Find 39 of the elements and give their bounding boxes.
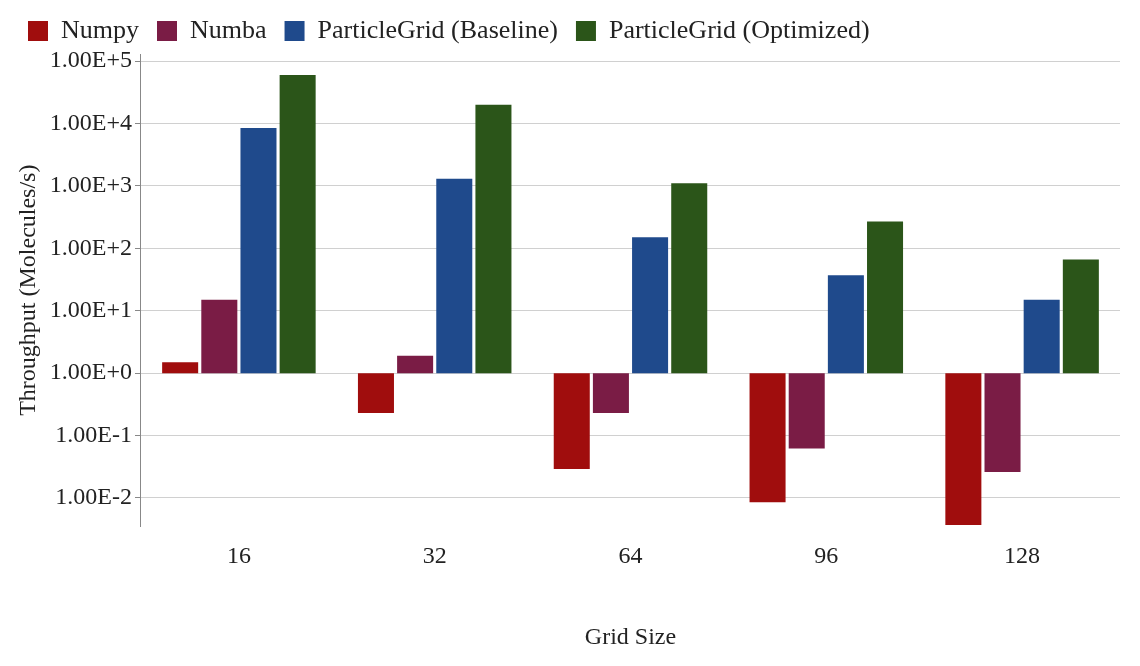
bar: [867, 221, 904, 374]
bar: [1023, 299, 1060, 374]
bar: [553, 373, 590, 470]
bar: [671, 183, 708, 374]
bar: [279, 74, 316, 374]
bar: [984, 373, 1021, 473]
bar: [436, 178, 473, 374]
legend-label: Numba: [190, 14, 267, 44]
y-tick-label: 1.00E-1: [55, 420, 132, 447]
bar: [632, 237, 669, 374]
x-tick-label: 128: [1004, 542, 1041, 569]
legend-label: Numpy: [61, 14, 139, 44]
legend-label: ParticleGrid (Optimized): [608, 14, 870, 44]
y-axis-title: Throughput (Molecules/s): [13, 164, 40, 416]
y-tick-label: 1.00E+3: [49, 171, 132, 198]
y-tick-label: 1.00E+5: [49, 46, 132, 73]
bar: [357, 373, 394, 413]
x-tick-label: 32: [422, 542, 447, 569]
bar: [397, 355, 434, 374]
bar: [827, 275, 864, 374]
y-tick-label: 1.00E+2: [49, 233, 132, 260]
bar: [162, 362, 199, 374]
bar: [592, 373, 629, 413]
x-tick-label: 96: [814, 542, 839, 569]
bar: [945, 373, 982, 525]
bar: [475, 104, 512, 374]
x-tick-label: 16: [226, 542, 251, 569]
y-tick-label: 1.00E+1: [49, 296, 132, 323]
bar: [1062, 259, 1099, 374]
bar: [749, 373, 786, 503]
bar: [201, 299, 238, 374]
bar: [788, 373, 825, 449]
legend-label: ParticleGrid (Baseline): [317, 14, 558, 44]
y-tick-label: 1.00E+4: [49, 108, 132, 135]
x-tick-label: 64: [618, 542, 643, 569]
bar: [240, 127, 277, 374]
x-axis-title: Grid Size: [584, 622, 677, 649]
y-tick-label: 1.00E+0: [49, 358, 132, 385]
y-tick-label: 1.00E-2: [55, 483, 132, 510]
